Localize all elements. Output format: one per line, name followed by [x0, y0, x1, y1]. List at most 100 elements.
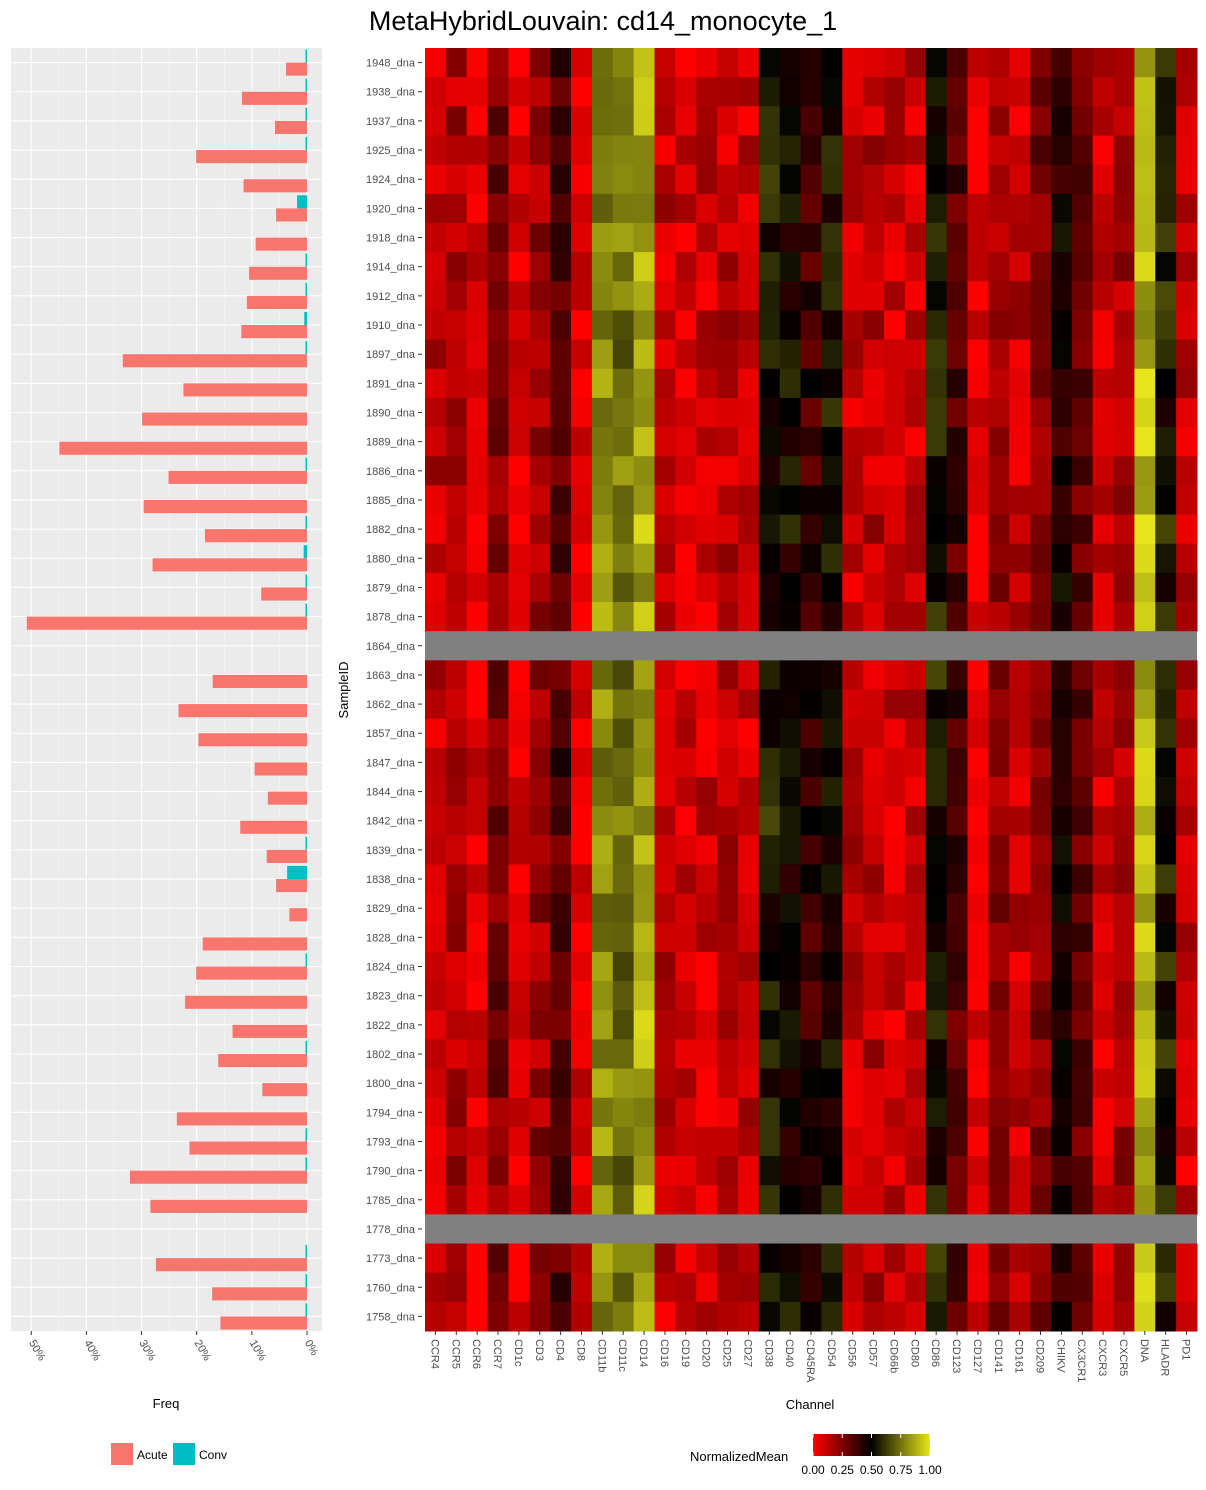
heatmap-cell [1176, 835, 1198, 865]
heatmap-cell [1071, 310, 1094, 341]
heatmap-cell [445, 893, 468, 924]
heatmap-cell [988, 543, 1010, 574]
bar-conv [305, 836, 307, 850]
heatmap-cell [1050, 893, 1073, 924]
heatmap-cell [863, 427, 885, 457]
heatmap-cell [946, 1126, 968, 1157]
heatmap-cell [779, 1126, 802, 1157]
heatmap-cell [967, 1039, 989, 1070]
heatmap-cell [487, 485, 509, 516]
heatmap-cell [1134, 1156, 1156, 1186]
heatmap-cell [550, 864, 572, 895]
heatmap-cell [612, 922, 635, 953]
heatmap-cell [821, 106, 843, 136]
heatmap-cell [925, 339, 948, 370]
heatmap-cell [904, 1185, 927, 1215]
heatmap-cell [1050, 252, 1073, 282]
heatmap-cell [1030, 776, 1052, 807]
heatmap-cell [884, 397, 906, 428]
heatmap-cell [487, 1010, 509, 1040]
heatmap-cell [445, 164, 468, 195]
bar-conv [305, 1303, 307, 1317]
heatmap-cell [821, 951, 843, 982]
heatmap-cell [633, 1039, 656, 1070]
heatmap-cell [925, 543, 948, 574]
heatmap-cell [1176, 1185, 1198, 1215]
heatmap-cell [445, 660, 468, 690]
heatmap-cell [571, 164, 593, 195]
heatmap-cell [1092, 543, 1115, 574]
heatmap-cell [884, 981, 906, 1011]
heatmap-cell [633, 835, 656, 865]
heatmap-cell [863, 164, 885, 195]
heatmap-cell [445, 77, 468, 107]
heatmap-cell [466, 368, 489, 399]
heatmap-cell [425, 106, 447, 136]
heatmap-cell [1134, 222, 1156, 253]
heatmap-cell [1030, 1068, 1052, 1099]
heatmap-cell [967, 572, 989, 603]
heatmap-cell [550, 222, 572, 253]
heatmap-cell [550, 1185, 572, 1215]
heatmap-cell [675, 1272, 697, 1303]
heatmap-cell [487, 368, 509, 399]
heatmap-cell [612, 660, 635, 690]
heatmap-cell [800, 893, 822, 924]
heatmap-cell [633, 864, 656, 895]
heatmap-cell [466, 456, 489, 486]
heatmap-cell [988, 485, 1010, 516]
heatmap-cell [737, 106, 760, 136]
heatmap-cell [1134, 1039, 1156, 1070]
bar-conv [303, 545, 307, 559]
heatmap-cell [445, 1039, 468, 1070]
heatmap-cell [696, 689, 718, 720]
heatmap-cell [675, 1185, 697, 1215]
heatmap-cell [925, 1097, 948, 1128]
heatmap-cell [737, 48, 760, 78]
heatmap-cell [445, 485, 468, 516]
heatmap-cell [612, 893, 635, 924]
heatmap-cell [800, 1156, 822, 1186]
heatmap-cell [571, 951, 593, 982]
heatmap-cell [946, 1301, 968, 1332]
heatmap-cell [1134, 77, 1156, 107]
heatmap-cell [675, 1126, 697, 1157]
channel-label: CXCR3 [1096, 1339, 1108, 1376]
heatmap-cell [842, 339, 864, 370]
heatmap-cell [529, 368, 551, 399]
heatmap-cell [675, 1243, 697, 1274]
heatmap-cell [633, 106, 656, 136]
heatmap-cell [591, 310, 614, 341]
heatmap-cell [1134, 193, 1156, 224]
heatmap-cell [1113, 718, 1135, 749]
heatmap-cell [571, 281, 593, 311]
heatmap-cell [1155, 281, 1177, 311]
heatmap-cell [1050, 1156, 1073, 1186]
heatmap-cell [779, 572, 802, 603]
heatmap-cell [988, 747, 1010, 778]
heatmap-cell [863, 1039, 885, 1070]
heatmap-cell [946, 1185, 968, 1215]
heatmap-cell [1009, 1301, 1031, 1332]
heatmap-cell [696, 660, 718, 690]
heatmap-cell [737, 1243, 760, 1274]
heatmap-cell [779, 951, 802, 982]
heatmap-cell [779, 1243, 802, 1274]
heatmap-cell [1176, 1272, 1198, 1303]
heatmap-cell [988, 222, 1010, 253]
heatmap-cell [571, 1301, 593, 1332]
heatmap-cell [717, 222, 739, 253]
heatmap-cell [967, 339, 989, 370]
heatmap-cell [842, 1301, 864, 1332]
heatmap-cell [821, 835, 843, 865]
heatmap-cell [1155, 339, 1177, 370]
heatmap-cell [425, 1272, 447, 1303]
heatmap-cell [696, 427, 718, 457]
heatmap-cell [1071, 922, 1094, 953]
heatmap-cell [1113, 77, 1135, 107]
heatmap-cell [1113, 981, 1135, 1011]
heatmap-cell [863, 806, 885, 836]
heatmap-cell [758, 1126, 781, 1157]
heatmap-cell [508, 1010, 530, 1040]
heatmap-cell [571, 747, 593, 778]
